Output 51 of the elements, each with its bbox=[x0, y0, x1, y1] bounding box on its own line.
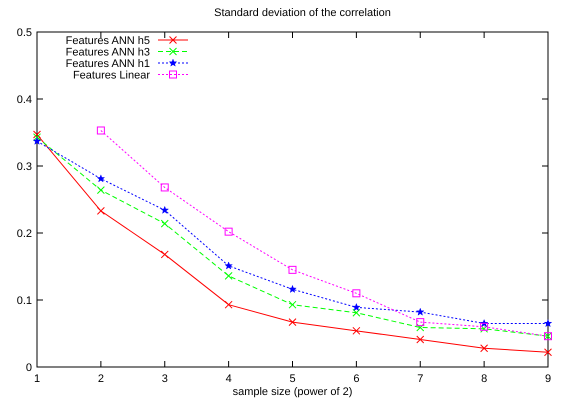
point bbox=[352, 303, 360, 311]
point bbox=[96, 206, 105, 215]
point bbox=[224, 272, 233, 280]
x-tick-label: 5 bbox=[289, 373, 296, 385]
y-tick-label: 0 bbox=[26, 362, 32, 374]
point bbox=[224, 262, 233, 270]
y-tick-label: 0.1 bbox=[16, 295, 32, 307]
y-tick-label: 0.5 bbox=[16, 27, 32, 39]
y-tick-label: 0.4 bbox=[16, 94, 32, 106]
x-tick-label: 3 bbox=[162, 373, 168, 385]
y-tick-label: 0.3 bbox=[16, 161, 32, 173]
x-tick-label: 9 bbox=[544, 373, 552, 385]
point bbox=[160, 183, 169, 192]
legend-label: Features ANN h5 bbox=[66, 35, 150, 47]
point bbox=[33, 130, 41, 139]
x-tick-label: 6 bbox=[353, 373, 360, 385]
point bbox=[288, 318, 296, 326]
x-tick-label: 4 bbox=[226, 373, 232, 385]
point bbox=[352, 308, 360, 317]
x-tick-label: 1 bbox=[34, 373, 40, 385]
point bbox=[288, 300, 296, 309]
point bbox=[416, 318, 424, 326]
point bbox=[160, 206, 169, 214]
point bbox=[96, 126, 105, 134]
chart-title: Standard deviation of the correlation bbox=[214, 7, 391, 19]
point bbox=[416, 323, 424, 332]
point bbox=[96, 186, 105, 194]
point bbox=[224, 228, 233, 236]
x-axis-title: sample size (power of 2) bbox=[232, 386, 352, 398]
legend-label: Features ANN h1 bbox=[66, 58, 150, 70]
point bbox=[160, 220, 169, 228]
x-tick-label: 7 bbox=[417, 373, 424, 385]
legend-label: Features ANN h3 bbox=[66, 46, 150, 58]
point bbox=[33, 137, 41, 145]
point bbox=[352, 289, 360, 298]
point bbox=[288, 285, 296, 293]
point bbox=[544, 348, 552, 356]
point bbox=[352, 326, 360, 335]
point bbox=[288, 266, 296, 274]
point bbox=[160, 250, 169, 258]
point bbox=[416, 336, 424, 344]
point bbox=[33, 133, 41, 142]
point bbox=[224, 300, 233, 309]
point bbox=[544, 319, 552, 327]
point bbox=[416, 308, 424, 316]
point bbox=[480, 344, 488, 352]
x-tick-label: 2 bbox=[98, 373, 104, 385]
x-tick-label: 8 bbox=[481, 373, 488, 385]
point bbox=[96, 174, 105, 182]
legend-label: Features Linear bbox=[72, 70, 150, 82]
y-tick-label: 0.2 bbox=[16, 228, 32, 240]
